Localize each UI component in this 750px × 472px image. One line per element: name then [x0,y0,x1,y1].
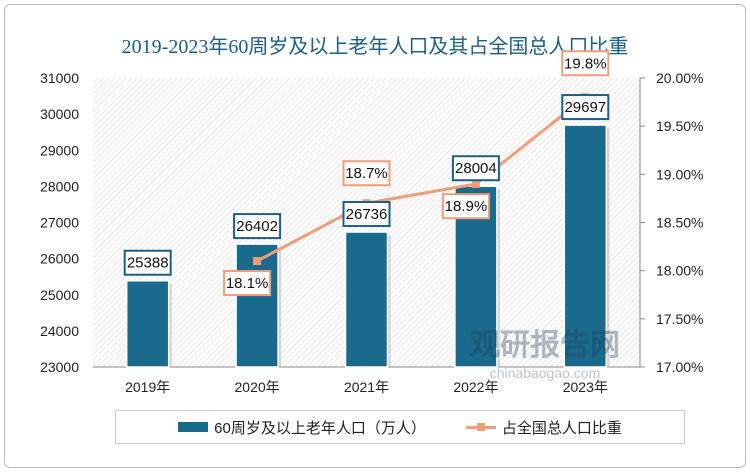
bar-data-label: 28004 [455,160,497,177]
legend-item-ratio: 占全国总人口比重 [465,417,622,438]
x-tick-label: 2019年 [125,379,170,395]
bar-data-label-box [342,201,391,228]
right-tick-label: 18.00% [656,263,703,279]
right-tick-label: 17.00% [656,359,703,375]
bar-data-label: 25388 [127,255,169,272]
bar-data-label: 29697 [564,99,606,116]
right-tick-label: 18.50% [656,215,703,231]
left-tick-label: 24000 [40,323,79,339]
bar-data-label-box [451,155,500,182]
x-tick-label: 2023年 [563,379,608,395]
left-tick-label: 27000 [40,215,79,231]
left-tick-label: 25000 [40,287,79,303]
right-tick-label: 17.50% [656,311,703,327]
chart-title: 2019-2023年60周岁及以上老年人口及其占全国总人口比重 [121,36,629,58]
line-data-label-box [342,160,391,187]
line-data-label: 18.1% [226,275,269,292]
bar-data-label-box [123,249,172,276]
bar [563,124,608,368]
x-tick-label: 2020年 [235,379,280,395]
bar [125,279,170,368]
bar-data-label-box [233,213,282,240]
left-tick-label: 28000 [40,178,79,194]
bar-data-label-box [561,94,610,121]
left-tick-label: 31000 [40,70,79,86]
line-marker [471,179,480,188]
left-tick-label: 29000 [40,142,79,158]
left-tick-label: 23000 [40,359,79,375]
line-data-label: 19.8% [564,55,607,72]
line-swatch [465,422,496,431]
x-tick-label: 2021年 [344,379,389,395]
watermark-url: chinabaogao.com [490,365,601,381]
bar-data-label: 26402 [236,218,278,235]
ratio-line [256,96,587,263]
legend-label: 占全国总人口比重 [501,419,622,437]
bar-swatch [178,422,209,432]
line-data-label-box [223,270,272,297]
left-tick-label: 30000 [40,106,79,122]
bar [344,231,389,368]
x-tick-label: 2022年 [453,379,498,395]
left-tick-label: 26000 [40,251,79,267]
legend: 60周岁及以上老年人口（万人） 占全国总人口比重 [115,410,685,444]
line-data-label-box [441,193,490,220]
right-tick-label: 19.00% [656,166,703,182]
bar-data-label: 26736 [346,206,388,223]
right-tick-label: 19.50% [656,118,703,134]
line-marker [253,257,262,266]
right-tick-label: 20.00% [656,70,703,86]
legend-item-population: 60周岁及以上老年人口（万人） [178,417,426,438]
line-data-label: 18.9% [445,198,488,215]
watermark: 观研报告网 [470,329,620,362]
line-data-label: 18.7% [345,165,388,182]
line-data-label-box [561,50,610,77]
legend-label: 60周岁及以上老年人口（万人） [214,419,426,437]
